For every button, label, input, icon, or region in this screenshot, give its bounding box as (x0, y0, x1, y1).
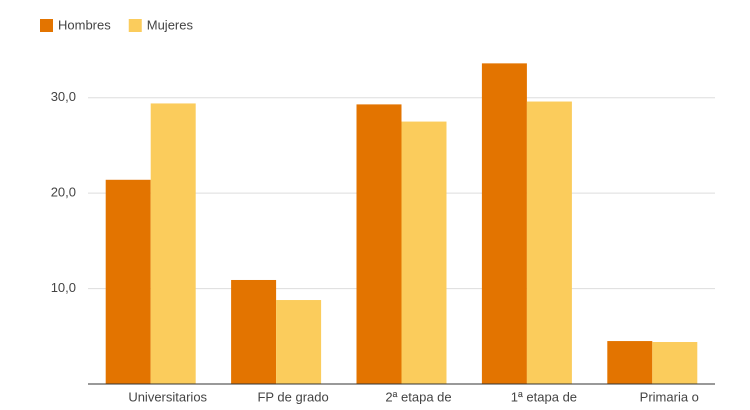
y-tick-label: 30,0 (51, 89, 76, 104)
x-tick-label: FP de grado (257, 389, 328, 404)
x-tick-label: Primaria o (640, 389, 699, 404)
bar (526, 101, 572, 384)
bar (652, 342, 698, 384)
bar (356, 104, 402, 384)
legend-swatch (40, 19, 53, 32)
bar (231, 279, 277, 384)
legend-label: Mujeres (147, 17, 194, 32)
bar (276, 300, 322, 384)
legend-swatch (128, 19, 142, 32)
bar (150, 103, 196, 384)
y-tick-label: 10,0 (51, 280, 76, 295)
bar (105, 179, 151, 384)
y-tick-label: 20,0 (51, 185, 76, 200)
x-tick-label: Universitarios (128, 389, 207, 404)
legend-label: Hombres (58, 17, 111, 32)
x-tick-label: 2ª etapa de (385, 389, 451, 404)
bar (481, 63, 527, 385)
x-tick-label: 1ª etapa de (511, 389, 577, 404)
bar (607, 341, 653, 384)
bar (401, 121, 447, 385)
